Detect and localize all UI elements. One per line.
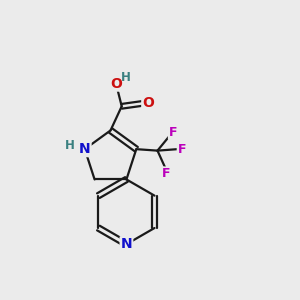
Text: H: H (64, 139, 74, 152)
Text: F: F (169, 126, 177, 139)
Text: N: N (121, 237, 132, 251)
Text: F: F (161, 167, 170, 180)
Text: O: O (110, 76, 122, 91)
Text: N: N (79, 142, 91, 156)
Text: O: O (142, 96, 154, 110)
Text: F: F (178, 143, 186, 156)
Text: H: H (121, 71, 131, 84)
